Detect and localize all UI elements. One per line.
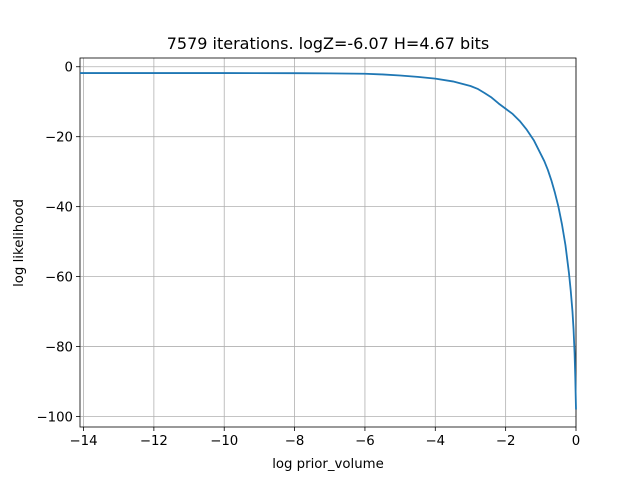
x-tick-label: −14 — [69, 434, 97, 449]
axes-frame — [79, 57, 577, 428]
series-layer — [80, 72, 577, 410]
y-tick-label: 0 — [65, 61, 73, 76]
x-axis-label: log prior_volume — [272, 457, 384, 472]
y-tick-label: −60 — [45, 271, 73, 286]
x-tick-label: −12 — [140, 434, 168, 449]
x-tick-label: −8 — [285, 434, 305, 449]
y-axis: 0 −20 −40 −60 −80 −100 — [36, 61, 80, 426]
x-tick-label: −10 — [210, 434, 238, 449]
x-tick-label: −6 — [355, 434, 375, 449]
x-axis: −14 −12 −10 −8 −6 −4 −2 0 — [69, 427, 580, 449]
x-tick-label: −2 — [496, 434, 516, 449]
y-tick-label: −20 — [45, 131, 73, 146]
y-tick-label: −80 — [45, 341, 73, 356]
series-line-0 — [80, 72, 577, 410]
plot-area — [79, 57, 577, 428]
x-tick-label: 0 — [572, 434, 580, 449]
y-tick-label: −100 — [36, 411, 73, 426]
grid — [80, 58, 577, 427]
y-tick-label: −40 — [45, 201, 73, 216]
chart-title: 7579 iterations. logZ=-6.07 H=4.67 bits — [167, 34, 490, 53]
y-axis-label: log likelihood — [12, 199, 27, 287]
x-tick-label: −4 — [425, 434, 445, 449]
